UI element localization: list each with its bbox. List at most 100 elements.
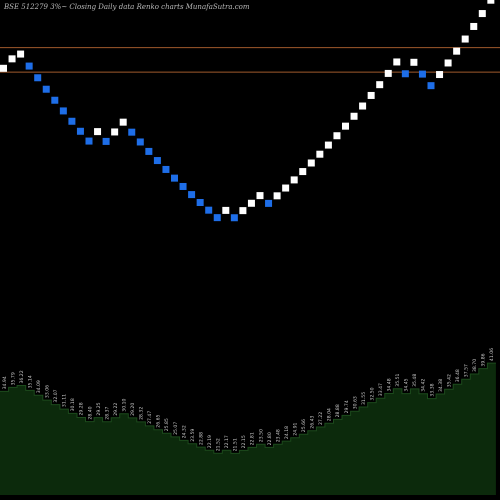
price-label: 35.51 (395, 373, 401, 386)
price-label: 22.81 (250, 432, 256, 445)
renko-brick (247, 199, 255, 207)
renko-brick (307, 159, 315, 167)
price-label: 41.06 (489, 348, 495, 361)
price-label: 26.65 (156, 414, 162, 427)
price-label: 37.57 (464, 364, 470, 377)
renko-brick (282, 184, 290, 192)
price-label: 28.37 (104, 406, 110, 419)
renko-brick (76, 127, 84, 135)
price-label: 31.55 (361, 392, 367, 405)
renko-brick (376, 81, 384, 89)
renko-brick (299, 168, 307, 176)
price-label: 39.86 (481, 353, 487, 366)
price-label: 28.32 (139, 407, 145, 420)
price-label: 33.38 (429, 383, 435, 396)
price-label: 34.48 (387, 378, 393, 391)
renko-brick (188, 191, 196, 199)
renko-brick (342, 122, 349, 130)
price-label: 27.22 (318, 412, 324, 425)
price-label: 29.25 (96, 402, 102, 415)
price-area (0, 363, 496, 495)
price-label: 32.07 (53, 389, 59, 402)
price-label: 27.47 (147, 411, 153, 424)
renko-brick (145, 147, 153, 155)
price-label: 35.48 (412, 374, 418, 387)
renko-brick (51, 96, 59, 104)
renko-brick (85, 137, 93, 145)
price-label: 24.18 (284, 426, 290, 439)
price-label: 22.19 (207, 435, 213, 448)
price-label: 28.40 (87, 406, 93, 419)
renko-brick (94, 128, 102, 136)
renko-brick (153, 157, 161, 165)
renko-brick (436, 71, 444, 79)
renko-brick (8, 55, 16, 63)
price-label: 35.79 (10, 372, 16, 385)
renko-brick (453, 47, 461, 55)
renko-brick (461, 35, 469, 43)
renko-brick (384, 69, 392, 77)
renko-brick (0, 64, 7, 72)
price-label: 32.50 (369, 387, 375, 400)
renko-brick (256, 192, 264, 200)
renko-brick (265, 199, 273, 207)
price-label: 30.63 (352, 396, 358, 409)
renko-brick (359, 102, 367, 110)
price-area-outline (0, 362, 496, 454)
renko-brick (68, 117, 76, 125)
price-label: 25.85 (164, 418, 170, 431)
price-label: 34.94 (2, 376, 8, 389)
price-label: 21.52 (216, 438, 222, 451)
renko-brick (239, 207, 247, 215)
renko-brick (273, 192, 281, 200)
price-label: 34.38 (438, 379, 444, 392)
renko-brick (333, 132, 341, 140)
renko-brick (487, 0, 495, 4)
price-label: 22.88 (198, 432, 204, 445)
renko-brick (25, 62, 33, 70)
price-label: 23.59 (190, 429, 196, 442)
renko-brick (42, 85, 50, 93)
chart-title: BSE 512279 3%~ Closing Daily data Renko … (4, 3, 250, 11)
renko-brick (111, 128, 119, 136)
price-label: 25.66 (301, 419, 307, 432)
renko-brick (59, 107, 67, 115)
renko-brick (401, 70, 409, 78)
price-label: 22.80 (267, 432, 273, 445)
renko-brick (179, 182, 187, 190)
renko-brick (102, 137, 110, 145)
price-label: 29.28 (79, 402, 85, 415)
price-label: 31.11 (62, 394, 68, 407)
price-label: 33.47 (378, 383, 384, 396)
renko-brick (222, 206, 230, 214)
price-label: 21.51 (233, 438, 239, 451)
price-label: 24.91 (293, 422, 299, 435)
price-label: 34.45 (404, 378, 410, 391)
price-label: 22.15 (241, 435, 247, 448)
renko-brick (290, 176, 298, 184)
renko-brick (34, 74, 42, 82)
renko-brick (196, 198, 204, 206)
renko-brick (444, 59, 452, 67)
renko-brick (478, 10, 486, 18)
price-label: 30.18 (70, 398, 76, 411)
renko-brick (205, 206, 213, 214)
price-label: 30.10 (122, 398, 128, 411)
renko-brick (17, 50, 25, 58)
renko-brick (119, 118, 127, 126)
renko-brick (213, 214, 221, 222)
renko-brick (350, 112, 358, 120)
price-label: 33.06 (45, 385, 51, 398)
price-label: 29.22 (113, 403, 119, 416)
price-label: 35.14 (27, 375, 33, 388)
price-label: 26.43 (310, 415, 316, 428)
renko-brick (316, 150, 324, 158)
renko-brick (410, 58, 418, 66)
price-label: 34.09 (36, 380, 42, 393)
renko-brick (324, 141, 332, 149)
renko-brick (427, 82, 435, 90)
price-label: 23.48 (275, 429, 281, 442)
renko-brick (367, 91, 375, 99)
price-label: 38.70 (472, 359, 478, 372)
price-label: 29.20 (130, 403, 136, 416)
